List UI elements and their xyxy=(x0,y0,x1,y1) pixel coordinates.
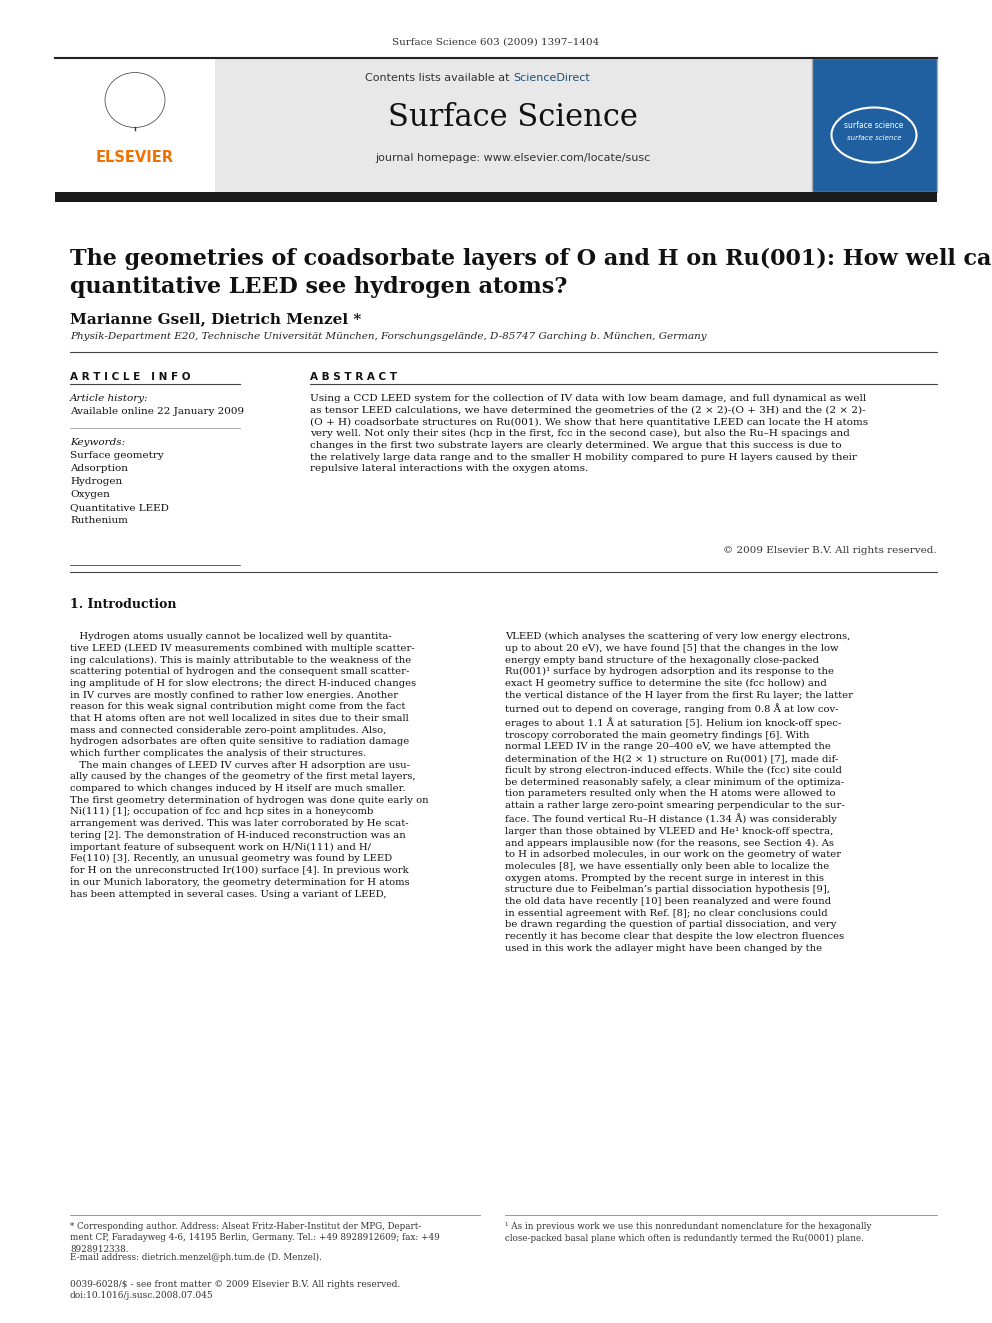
Text: Marianne Gsell, Dietrich Menzel *: Marianne Gsell, Dietrich Menzel * xyxy=(70,312,361,325)
Text: 0039-6028/$ - see front matter © 2009 Elsevier B.V. All rights reserved.
doi:10.: 0039-6028/$ - see front matter © 2009 El… xyxy=(70,1279,400,1301)
Text: E-mail address: dietrich.menzel@ph.tum.de (D. Menzel).: E-mail address: dietrich.menzel@ph.tum.d… xyxy=(70,1253,321,1262)
Text: Using a CCD LEED system for the collection of IV data with low beam damage, and : Using a CCD LEED system for the collecti… xyxy=(310,394,868,474)
Text: surface science: surface science xyxy=(847,135,902,142)
Text: surface science: surface science xyxy=(844,120,904,130)
FancyBboxPatch shape xyxy=(55,192,937,202)
Text: 1. Introduction: 1. Introduction xyxy=(70,598,177,611)
Text: Available online 22 January 2009: Available online 22 January 2009 xyxy=(70,407,244,415)
Text: Quantitative LEED: Quantitative LEED xyxy=(70,503,169,512)
Text: Surface Science 603 (2009) 1397–1404: Surface Science 603 (2009) 1397–1404 xyxy=(393,37,599,46)
Text: Contents lists available at: Contents lists available at xyxy=(365,73,513,83)
Text: ELSEVIER: ELSEVIER xyxy=(96,151,174,165)
Text: * Corresponding author. Address: Alseat Fritz-Haber-Institut der MPG, Depart-
me: * Corresponding author. Address: Alseat … xyxy=(70,1222,439,1254)
Text: Hydrogen atoms usually cannot be localized well by quantita-
tive LEED (LEED IV : Hydrogen atoms usually cannot be localiz… xyxy=(70,632,429,898)
Text: ScienceDirect: ScienceDirect xyxy=(513,73,590,83)
Text: Oxygen: Oxygen xyxy=(70,490,110,499)
Text: VLEED (which analyses the scattering of very low energy electrons,
up to about 2: VLEED (which analyses the scattering of … xyxy=(505,632,853,953)
Text: Article history:: Article history: xyxy=(70,394,149,404)
Text: ¹ As in previous work we use this nonredundant nomenclature for the hexagonally
: ¹ As in previous work we use this nonred… xyxy=(505,1222,872,1242)
Text: Adsorption: Adsorption xyxy=(70,464,128,474)
Text: journal homepage: www.elsevier.com/locate/susc: journal homepage: www.elsevier.com/locat… xyxy=(375,153,651,163)
FancyBboxPatch shape xyxy=(55,58,215,192)
Text: Surface geometry: Surface geometry xyxy=(70,451,164,460)
Text: A B S T R A C T: A B S T R A C T xyxy=(310,372,397,382)
Text: Hydrogen: Hydrogen xyxy=(70,478,122,486)
Ellipse shape xyxy=(831,107,917,163)
Text: © 2009 Elsevier B.V. All rights reserved.: © 2009 Elsevier B.V. All rights reserved… xyxy=(723,546,937,556)
Text: Surface Science: Surface Science xyxy=(388,102,638,134)
FancyBboxPatch shape xyxy=(812,58,937,192)
Text: Keywords:: Keywords: xyxy=(70,438,125,447)
Text: Physik-Department E20, Technische Universität München, Forschungsgelände, D-8574: Physik-Department E20, Technische Univer… xyxy=(70,332,706,341)
Text: The geometries of coadsorbate layers of O and H on Ru(001): How well can
quantit: The geometries of coadsorbate layers of … xyxy=(70,247,992,298)
Text: Ruthenium: Ruthenium xyxy=(70,516,128,525)
Text: A R T I C L E   I N F O: A R T I C L E I N F O xyxy=(70,372,190,382)
FancyBboxPatch shape xyxy=(215,58,812,192)
